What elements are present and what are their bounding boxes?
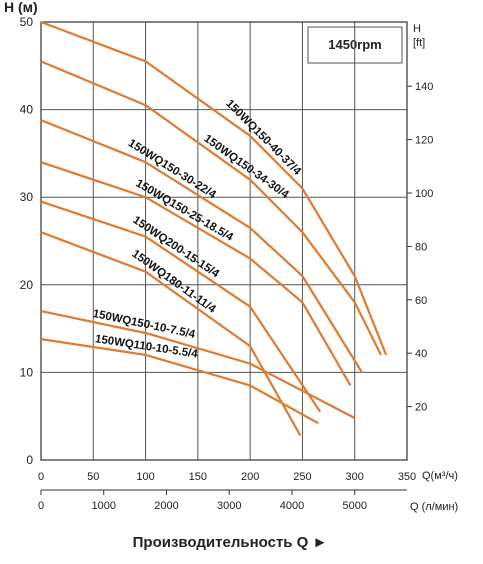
- x-tick-label: 200: [241, 471, 259, 483]
- pump-curve: [40, 200, 322, 413]
- y2-tick-label: 140: [415, 81, 433, 93]
- pump-curve: [40, 60, 382, 356]
- pump-curve: [40, 310, 356, 419]
- y2-tick-label: 80: [415, 241, 427, 253]
- plot-frame: [40, 21, 408, 461]
- y2-axis-unit: [ft]: [413, 37, 425, 49]
- y-axis-label: H (м): [4, 0, 38, 15]
- pump-curve: [40, 161, 352, 387]
- y2-tick-label: 120: [415, 135, 433, 147]
- curve-label: 150WQ180-11-11/4: [130, 248, 219, 316]
- footer-label: Производительность Q ►: [133, 534, 328, 551]
- x-axis-label: Q(м³/ч): [422, 470, 458, 482]
- x2-tick-label: 2000: [154, 500, 178, 512]
- y-tick-label: 50: [20, 15, 34, 29]
- y-tick-label: 40: [20, 103, 34, 117]
- pump-curve: [40, 119, 363, 373]
- y-tick-label: 10: [20, 365, 34, 379]
- y-tick-label: 20: [20, 278, 34, 292]
- y2-axis-label: H: [413, 23, 421, 35]
- x-tick-label: 350: [398, 471, 416, 483]
- x-tick-label: 50: [87, 471, 99, 483]
- x2-tick-label: 4000: [280, 500, 304, 512]
- x-tick-label: 0: [38, 471, 44, 483]
- x-tick-label: 300: [346, 471, 364, 483]
- y-tick-label: 30: [20, 190, 34, 204]
- y-tick-label: 0: [26, 453, 33, 467]
- x2-tick-label: 5000: [342, 500, 366, 512]
- x2-tick-label: 3000: [217, 500, 241, 512]
- y2-tick-label: 100: [415, 188, 433, 200]
- x-tick-label: 250: [293, 471, 311, 483]
- x2-axis-label: Q (л/мин): [410, 501, 458, 513]
- y2-tick-label: 60: [415, 295, 427, 307]
- pump-curve: [40, 20, 388, 356]
- pump-curve: [40, 338, 319, 425]
- x-tick-label: 100: [136, 471, 154, 483]
- y2-tick-label: 40: [415, 348, 427, 360]
- pump-curve: [40, 231, 302, 437]
- x-tick-label: 150: [189, 471, 207, 483]
- x2-tick-label: 0: [38, 500, 44, 512]
- x2-tick-label: 1000: [92, 500, 116, 512]
- y2-tick-label: 20: [415, 402, 427, 414]
